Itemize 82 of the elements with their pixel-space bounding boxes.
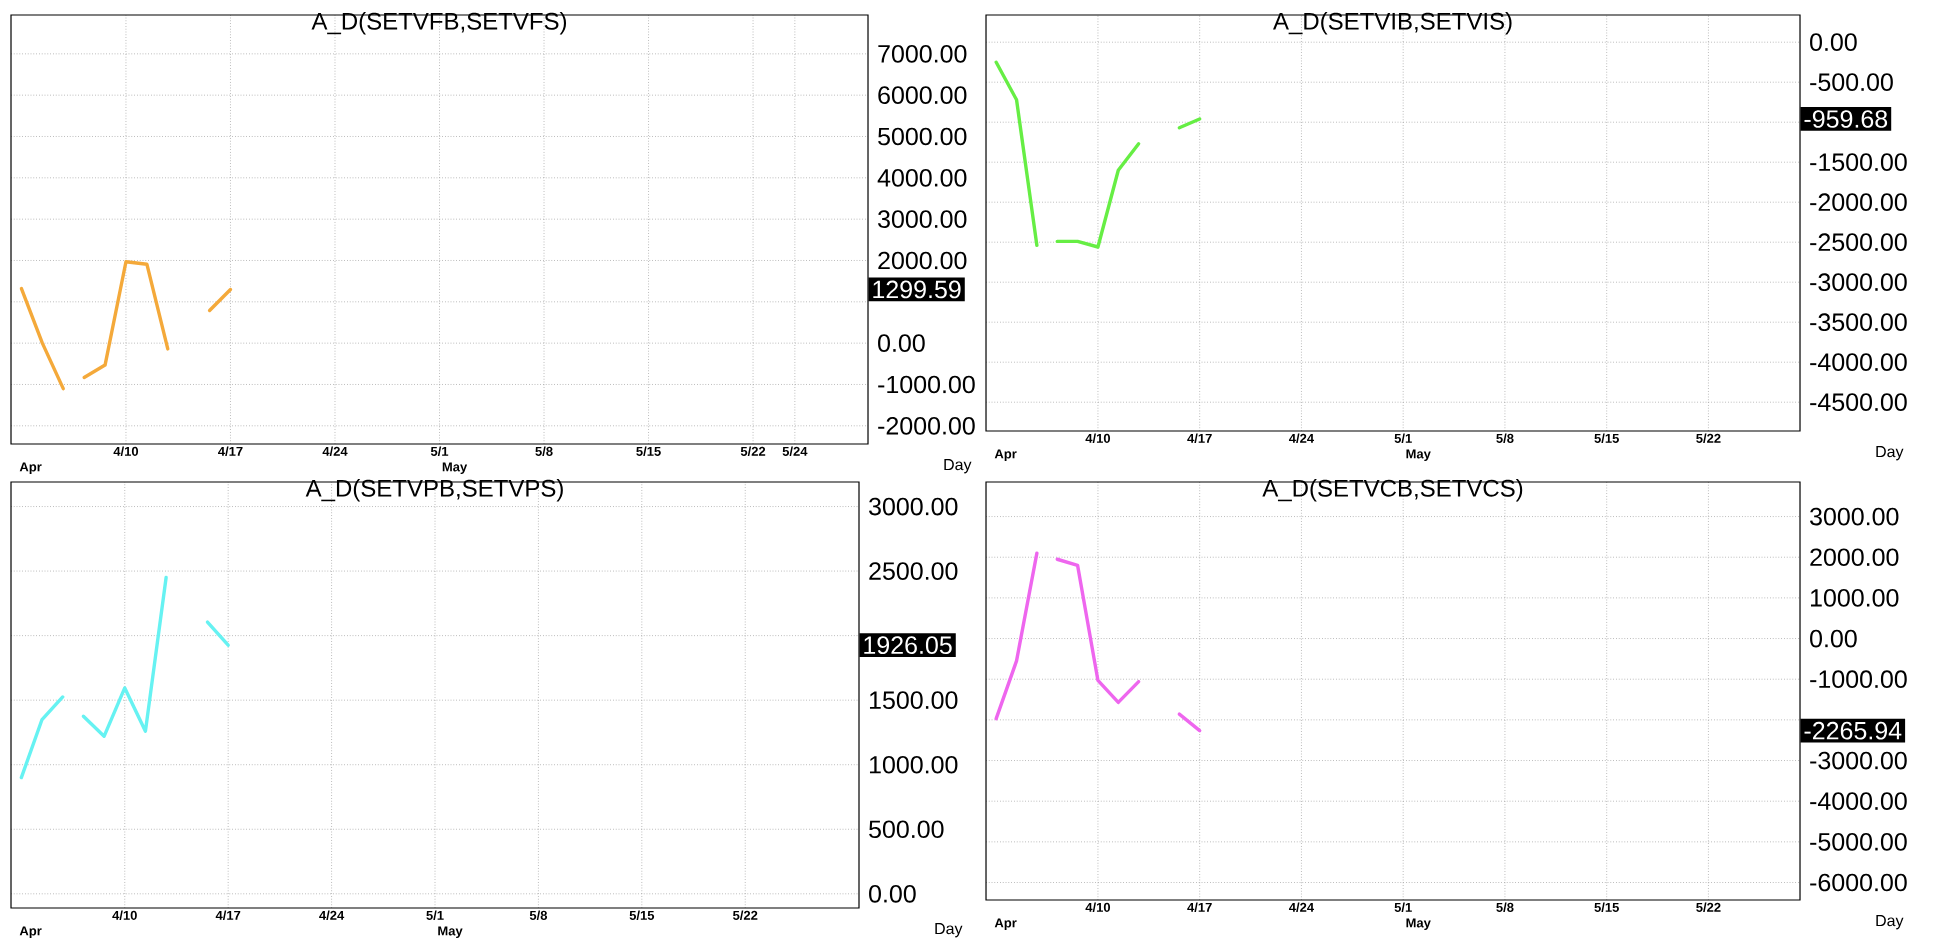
text: 1299.59	[873, 280, 961, 299]
y-tick-label: 0.00	[1810, 33, 1857, 52]
x-tick-label: 5/22	[1696, 902, 1721, 913]
x-tick-label: 4/10	[1085, 433, 1111, 444]
x-axis-title: Day	[1876, 446, 1904, 461]
y-tick-label: 4000.00	[877, 168, 967, 187]
x-tick-label: 5/22	[740, 446, 766, 457]
y-tick-label: -4000.00	[1810, 792, 1907, 811]
x-tick-label: 4/17	[1187, 433, 1212, 444]
x-tick-label: 5/15	[1594, 433, 1619, 444]
text: -2265.94	[1804, 721, 1902, 740]
x-tick-label: 4/24	[1288, 433, 1315, 444]
x-tick-label: 5/22	[733, 910, 758, 921]
y-tick-label: 1000.00	[1810, 589, 1899, 607]
text: May	[442, 462, 468, 475]
text: Apr	[19, 462, 42, 475]
y-tick-label: 2000.00	[1810, 548, 1899, 567]
y-tick-label: -6000.00	[1810, 873, 1907, 892]
x-tick-label: 4/17	[215, 910, 241, 921]
y-tick-label: 0.00	[1810, 629, 1857, 648]
x-tick-label: 4/24	[1288, 902, 1315, 913]
x-tick-label: 5/8	[529, 910, 548, 921]
y-tick-label: 2000.00	[878, 251, 967, 270]
y-tick-label: 3000.00	[1810, 507, 1899, 526]
text: May	[1406, 449, 1431, 462]
x-tick-label: 4/10	[112, 910, 137, 921]
text: Apr	[994, 449, 1017, 462]
x-tick-label: 4/24	[319, 910, 345, 921]
text: Apr	[19, 926, 42, 939]
x-tick-label: 5/1	[426, 910, 444, 921]
x-tick-label: 5/1	[1394, 902, 1412, 913]
x-tick-label: 5/8	[535, 446, 553, 457]
x-tick-label: 5/8	[1496, 902, 1514, 913]
x-tick-label: 5/22	[1696, 433, 1721, 444]
y-tick-label: 1500.00	[869, 691, 958, 710]
y-tick-label: 6000.00	[878, 86, 967, 105]
x-tick-label: 4/17	[1187, 902, 1212, 913]
y-tick-label: 2500.00	[869, 562, 958, 580]
chart-title: A_D(SETVIB,SETVIS)	[1273, 12, 1512, 35]
y-tick-label: 7000.00	[878, 45, 967, 63]
x-tick-label: 4/10	[1085, 902, 1111, 913]
text: May	[438, 926, 463, 939]
y-tick-label: -1500.00	[1810, 153, 1907, 172]
y-tick-label: -3500.00	[1810, 313, 1907, 332]
text: May	[1406, 918, 1431, 931]
text: 1926.05	[864, 636, 952, 655]
y-tick-label: -3000.00	[1810, 751, 1907, 770]
text: -959.68	[1804, 110, 1888, 128]
y-tick-label: 0.00	[869, 884, 916, 903]
x-tick-label: 4/10	[113, 446, 139, 457]
y-tick-label: -500.00	[1810, 73, 1893, 92]
y-tick-label: 5000.00	[878, 127, 967, 146]
x-tick-label: 5/1	[430, 446, 449, 457]
y-tick-label: -4000.00	[1810, 353, 1907, 372]
y-tick-label: 0.00	[878, 334, 925, 353]
y-tick-label: -1000.00	[1810, 670, 1907, 689]
x-axis-title: Day	[935, 923, 963, 938]
y-tick-label: -5000.00	[1810, 833, 1907, 851]
x-axis-title: Day	[1876, 915, 1904, 930]
y-tick-label: -4500.00	[1810, 393, 1907, 412]
x-tick-label: 5/15	[629, 910, 655, 921]
x-tick-label: 4/17	[218, 446, 243, 457]
y-tick-label: 3000.00	[869, 497, 958, 516]
x-axis-title: Day	[944, 459, 972, 474]
x-tick-label: 5/15	[636, 446, 661, 457]
text: Apr	[994, 918, 1017, 931]
y-tick-label: -2000.00	[878, 416, 975, 435]
x-tick-label: 4/24	[322, 446, 348, 457]
x-tick-label: 5/1	[1394, 433, 1412, 444]
chart-title: A_D(SETVCB,SETVCS)	[1262, 479, 1523, 502]
y-tick-label: 3000.00	[878, 210, 967, 229]
chart-title: A_D(SETVFB,SETVFS)	[311, 12, 567, 35]
x-tick-label: 5/24	[782, 446, 808, 457]
y-tick-label: -1000.00	[878, 375, 975, 394]
y-tick-label: -2500.00	[1810, 233, 1907, 252]
y-tick-label: 1000.00	[869, 755, 958, 774]
y-tick-label: 500.00	[869, 820, 944, 839]
chart-title: A_D(SETVPB,SETVPS)	[305, 479, 563, 502]
x-tick-label: 5/15	[1594, 902, 1619, 913]
y-tick-label: -2000.00	[1810, 193, 1907, 212]
x-tick-label: 5/8	[1496, 433, 1514, 444]
y-tick-label: -3000.00	[1810, 273, 1907, 292]
